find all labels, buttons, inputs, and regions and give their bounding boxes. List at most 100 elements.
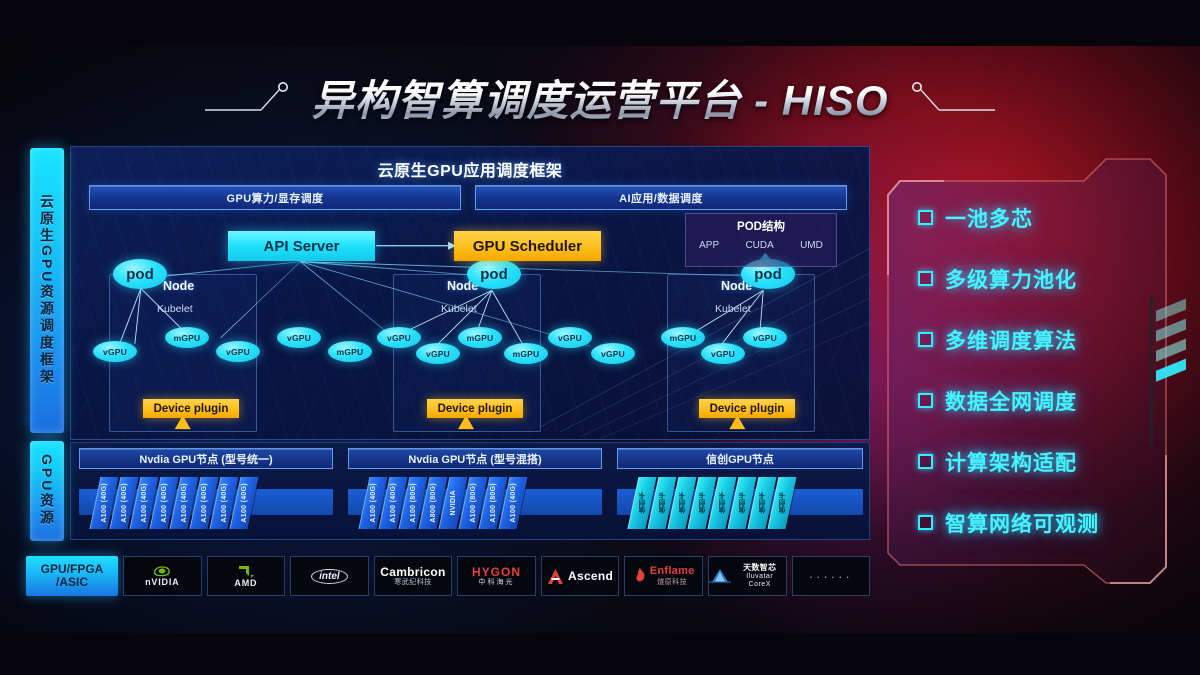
checkbox-icon[interactable]: [918, 271, 933, 286]
gpu-left-2[interactable]: vGPU: [216, 341, 260, 362]
feature-item-2[interactable]: 多维调度算法: [918, 309, 1160, 370]
vendor-logo-row: GPU/FPGA /ASIC nVIDIA AMD intel Cambrico…: [26, 556, 871, 596]
vendor-cell-ascend[interactable]: Ascend: [540, 556, 620, 596]
feature-item-1[interactable]: 多级算力池化: [918, 248, 1160, 309]
vendor-name-nvidia: nVIDIA: [145, 577, 180, 587]
api-server-label: API Server: [263, 237, 340, 255]
vendor-name-enflame: Enflame: [649, 565, 695, 578]
device-plugin-middle[interactable]: Device plugin: [427, 399, 523, 418]
gpu-card-label: 信创卡: [778, 492, 786, 514]
gpu-right-1[interactable]: vGPU: [701, 343, 745, 364]
amd-arrow-icon: [238, 565, 254, 578]
gpu-mid-3[interactable]: mGPU: [504, 343, 548, 364]
feature-item-5[interactable]: 智算网络可观测: [918, 492, 1160, 553]
iluvatar-mountain-icon: [708, 569, 731, 583]
gpu-mid-0[interactable]: vGPU: [377, 327, 421, 348]
gpu-card-label: A100 (40G): [141, 483, 149, 523]
feature-panel: 一池多芯 多级算力池化 多维调度算法 数据全网调度 计算架构适配 智算网络可观测: [884, 155, 1170, 595]
gpu-group-header-0[interactable]: Nvdia GPU节点 (型号统一): [79, 448, 333, 469]
pod-structure-title: POD结构: [737, 221, 785, 233]
gpu-mid-1[interactable]: vGPU: [416, 343, 460, 364]
device-plugin-right[interactable]: Device plugin: [699, 399, 795, 418]
vendor-cell-nvidia[interactable]: nVIDIA: [123, 556, 202, 596]
node-label-middle: Node: [447, 279, 479, 293]
gpu-card-rail-2: 信创卡 信创卡 信创卡 信创卡 信创卡 信创卡 信创卡 信创卡: [617, 477, 863, 529]
gpu-left-0[interactable]: vGPU: [93, 341, 137, 362]
gpu-card-label: 信创卡: [718, 492, 726, 514]
feature-item-4[interactable]: 计算架构适配: [918, 431, 1160, 492]
pod-middle[interactable]: pod: [467, 259, 521, 289]
framework-panel: 云原生GPU应用调度框架 GPU算力/显存调度 AI应用/数据调度: [70, 146, 870, 440]
checkbox-icon[interactable]: [918, 210, 933, 225]
gpu-card-label: A100 (40G): [101, 483, 109, 523]
vendor-cell-more[interactable]: ······: [791, 556, 871, 596]
checkbox-icon[interactable]: [918, 332, 933, 347]
gpu-mid-5[interactable]: vGPU: [591, 343, 635, 364]
top-letterbox: [0, 0, 1200, 46]
feature-item-0[interactable]: 一池多芯: [918, 187, 1160, 248]
vendor-tag-line1: GPU/FPGA: [40, 561, 104, 576]
pod-structure-box: POD结构 APP CUDA UMD: [685, 213, 837, 267]
gpu-card-label: A100 (40G): [241, 483, 249, 523]
gpu-group-header-1[interactable]: Nvdia GPU节点 (型号混搭): [348, 448, 602, 469]
bar-ai-data-scheduling[interactable]: AI应用/数据调度: [475, 185, 847, 210]
gpu-left-1[interactable]: mGPU: [165, 327, 209, 348]
pod-structure-item-app: APP: [699, 240, 720, 251]
edge-stripe-decoration: [1148, 296, 1192, 446]
gpu-left-4[interactable]: mGPU: [328, 341, 372, 362]
sidebar-tab-gpu-resource[interactable]: GPU资源: [30, 441, 64, 541]
vendor-sub-iluvatar: Iluvatar CoreX: [746, 573, 774, 588]
gpu-card-label: A100 (40G): [201, 483, 209, 523]
vendor-sub-hygon: 中科海光: [478, 579, 515, 587]
node-label-left: Node: [163, 279, 195, 293]
checkbox-icon[interactable]: [918, 515, 933, 530]
gpu-mid-2[interactable]: mGPU: [458, 327, 502, 348]
enflame-flame-icon: [636, 568, 645, 582]
feature-label-0: 一池多芯: [945, 207, 1033, 231]
vendor-sub-cambricon: 寒武纪科技: [394, 579, 432, 587]
vendor-cell-iluvatar[interactable]: 天数智芯 Iluvatar CoreX: [707, 556, 787, 596]
gpu-resource-panel: Nvdia GPU节点 (型号统一) A100 (40G) A100 (40G)…: [70, 442, 870, 540]
device-plugin-left[interactable]: Device plugin: [143, 399, 239, 418]
gpu-card-label: A100 (80G): [410, 483, 418, 523]
vendor-cell-hygon[interactable]: HYGON 中科海光: [457, 556, 536, 596]
vendor-cell-amd[interactable]: AMD: [206, 556, 286, 596]
framework-panel-title: 云原生GPU应用调度框架: [377, 163, 563, 180]
gpu-right-2[interactable]: vGPU: [743, 327, 787, 348]
gpu-group-header-2[interactable]: 信创GPU节点: [617, 448, 863, 469]
feature-item-3[interactable]: 数据全网调度: [918, 370, 1160, 431]
checkbox-icon[interactable]: [918, 454, 933, 469]
gpu-scheduler-node[interactable]: GPU Scheduler: [454, 231, 601, 261]
feature-label-2: 多维调度算法: [945, 329, 1077, 353]
gpu-group-nvidia-mixed: Nvdia GPU节点 (型号混搭) A100 (40G) A100 (40G)…: [348, 448, 602, 536]
feature-label-4: 计算架构适配: [945, 451, 1077, 475]
vendor-cell-cambricon[interactable]: Cambricon 寒武纪科技: [373, 556, 453, 596]
gpu-right-0[interactable]: mGPU: [661, 327, 705, 348]
gpu-card-label: A100 (80G): [470, 483, 478, 523]
gpu-card-label: 信创卡: [638, 492, 646, 514]
feature-label-1: 多级算力池化: [945, 268, 1077, 292]
gpu-mid-4[interactable]: vGPU: [548, 327, 592, 348]
ascend-logo-icon: [548, 568, 564, 584]
bottom-letterbox: [0, 633, 1200, 675]
checkbox-icon[interactable]: [918, 393, 933, 408]
pod-left[interactable]: pod: [113, 259, 167, 289]
page-title-bar: 异构智算调度运营平台 - HISO: [0, 66, 1200, 128]
nvidia-eye-icon: [154, 566, 171, 577]
gpu-left-3[interactable]: vGPU: [277, 327, 321, 348]
bar-gpu-compute-scheduling[interactable]: GPU算力/显存调度: [89, 185, 461, 210]
vendor-name-more: ······: [808, 568, 853, 584]
vendor-name-amd: AMD: [234, 577, 258, 588]
kubelet-label-middle: Kubelet: [441, 303, 477, 315]
gpu-card-label: A800 (80G): [430, 483, 438, 523]
gpu-card-rail-1: A100 (40G) A100 (40G) A100 (80G) A800 (8…: [348, 477, 602, 529]
vendor-cell-enflame[interactable]: Enflame 燧原科技: [624, 556, 703, 596]
gpu-card-label: 信创卡: [758, 492, 766, 514]
vendor-category-tag: GPU/FPGA /ASIC: [26, 556, 118, 596]
sidebar-tab-framework[interactable]: 云原生GPU资源调度框架: [30, 148, 64, 433]
api-server-node[interactable]: API Server: [228, 231, 375, 261]
vendor-name-intel: intel: [311, 568, 348, 584]
kubelet-label-left: Kubelet: [157, 303, 193, 315]
vendor-cell-intel[interactable]: intel: [290, 556, 369, 596]
vendor-sub-enflame: 燧原科技: [657, 578, 688, 586]
